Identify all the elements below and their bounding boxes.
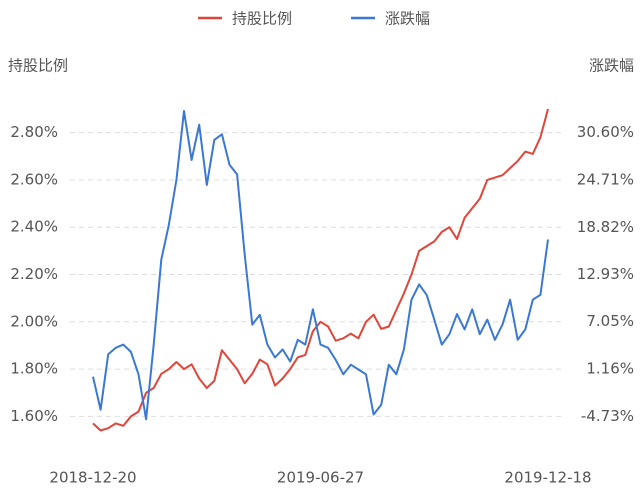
x-tick-label: 2018-12-20 [49,469,136,487]
x-tick-label: 2019-06-27 [277,469,364,487]
y2-tick-label: 7.05% [586,312,634,330]
series-line [92,108,549,432]
x-tick-label: 2019-12-18 [504,469,591,487]
y-tick-label: 1.80% [10,360,58,378]
y-tick-label: 2.80% [10,123,58,141]
y-tick-label: 2.00% [10,312,58,330]
y2-tick-label: 12.93% [577,265,634,283]
series-line [92,110,549,421]
y-tick-label: 2.60% [10,170,58,188]
legend-label: 涨跌幅 [385,10,430,28]
legend-label: 持股比例 [232,10,292,28]
y2-tick-label: 24.71% [577,170,634,188]
y2-tick-label: 18.82% [577,218,634,236]
y-axis-title: 持股比例 [8,57,68,75]
y2-tick-label: -4.73% [581,407,634,425]
y-tick-label: 2.40% [10,218,58,236]
y2-axis-title: 涨跌幅 [589,57,634,75]
y-tick-label: 2.20% [10,265,58,283]
y2-tick-label: 1.16% [586,360,634,378]
y-tick-label: 1.60% [10,407,58,425]
y2-tick-label: 30.60% [577,123,634,141]
